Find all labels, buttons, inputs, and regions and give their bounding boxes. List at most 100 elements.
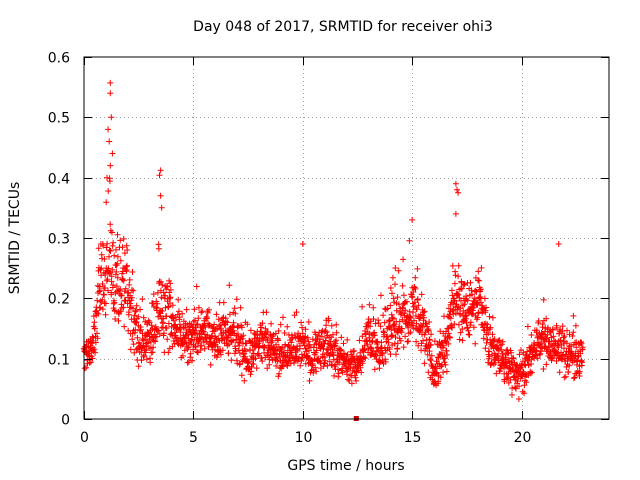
- data-point: [380, 328, 387, 335]
- data-point: [217, 351, 224, 358]
- data-point: [120, 235, 127, 242]
- data-point: [399, 304, 406, 311]
- data-point: [155, 327, 162, 334]
- data-point: [164, 283, 171, 290]
- data-point: [564, 327, 570, 334]
- data-point: [145, 339, 152, 346]
- data-point: [457, 329, 464, 336]
- data-point: [99, 281, 106, 287]
- data-point: [447, 334, 453, 341]
- data-point: [515, 396, 522, 402]
- data-point: [124, 247, 131, 253]
- data-point: [226, 311, 233, 318]
- data-point: [460, 282, 467, 288]
- data-point: [332, 340, 339, 347]
- data-point: [481, 295, 488, 302]
- data-point: [120, 304, 127, 311]
- data-point: [356, 337, 363, 344]
- data-point: [387, 302, 394, 309]
- data-point: [192, 324, 199, 331]
- data-point: [503, 375, 510, 382]
- data-point: [390, 295, 397, 302]
- data-point: [366, 330, 373, 337]
- data-point: [150, 344, 157, 351]
- data-point: [192, 317, 198, 324]
- data-point: [230, 337, 236, 344]
- data-point: [540, 366, 547, 372]
- data-point: [366, 301, 373, 308]
- data-point: [112, 316, 119, 322]
- data-point: [389, 314, 396, 321]
- data-point: [553, 324, 560, 331]
- data-point: [107, 221, 114, 228]
- data-point: [229, 324, 236, 331]
- data-point: [273, 363, 280, 369]
- data-point: [369, 338, 376, 344]
- data-point: [161, 330, 167, 337]
- data-point: [489, 314, 496, 321]
- data-point: [418, 291, 425, 298]
- data-point: [184, 359, 191, 366]
- grid-lines: [84, 57, 609, 419]
- data-point: [206, 306, 212, 313]
- data-point: [394, 294, 401, 301]
- data-point: [194, 321, 201, 328]
- data-point: [572, 322, 579, 329]
- data-point: [165, 303, 172, 310]
- data-point: [545, 324, 551, 331]
- data-point: [343, 371, 350, 378]
- data-point: [472, 340, 479, 347]
- data-point: [155, 245, 162, 252]
- data-point: [392, 281, 398, 288]
- data-point: [566, 362, 573, 369]
- data-point: [476, 277, 483, 284]
- data-point: [293, 309, 300, 316]
- data-point: [400, 292, 407, 299]
- data-point: [379, 350, 386, 357]
- data-point: [416, 315, 423, 322]
- data-point: [466, 331, 473, 338]
- data-point: [194, 348, 200, 355]
- data-point: [565, 369, 572, 375]
- data-point: [167, 286, 174, 293]
- data-point: [457, 305, 464, 312]
- data-point: [133, 302, 140, 309]
- data-point: [413, 338, 420, 345]
- data-point: [109, 266, 116, 273]
- data-point: [148, 322, 155, 329]
- data-point: [391, 340, 398, 347]
- data-point: [231, 305, 238, 312]
- data-point: [299, 330, 306, 337]
- data-point: [478, 264, 485, 271]
- data-point: [242, 348, 249, 355]
- axis-ticks: [84, 57, 609, 420]
- data-point: [374, 338, 381, 345]
- data-point: [183, 306, 190, 313]
- data-point: [444, 351, 451, 358]
- y-tick-label: 0.3: [48, 232, 70, 248]
- data-point: [176, 314, 183, 321]
- data-point: [103, 277, 110, 284]
- data-point: [424, 351, 431, 358]
- data-point: [190, 318, 197, 325]
- data-point: [259, 358, 266, 365]
- data-point: [322, 328, 329, 334]
- data-point: [263, 334, 270, 340]
- data-point: [406, 237, 413, 244]
- data-point: [132, 326, 139, 333]
- data-point: [407, 315, 414, 321]
- data-point: [420, 314, 427, 321]
- data-point: [569, 333, 576, 339]
- data-point: [339, 365, 346, 372]
- data-point: [105, 287, 111, 294]
- data-point: [563, 340, 570, 347]
- data-point: [126, 281, 133, 288]
- chart-title: Day 048 of 2017, SRMTID for receiver ohi…: [193, 19, 493, 35]
- data-point: [393, 307, 400, 314]
- data-point: [440, 342, 447, 349]
- data-point: [104, 276, 111, 283]
- data-point: [113, 246, 119, 253]
- data-point: [470, 304, 477, 311]
- data-point-peak: [104, 174, 110, 181]
